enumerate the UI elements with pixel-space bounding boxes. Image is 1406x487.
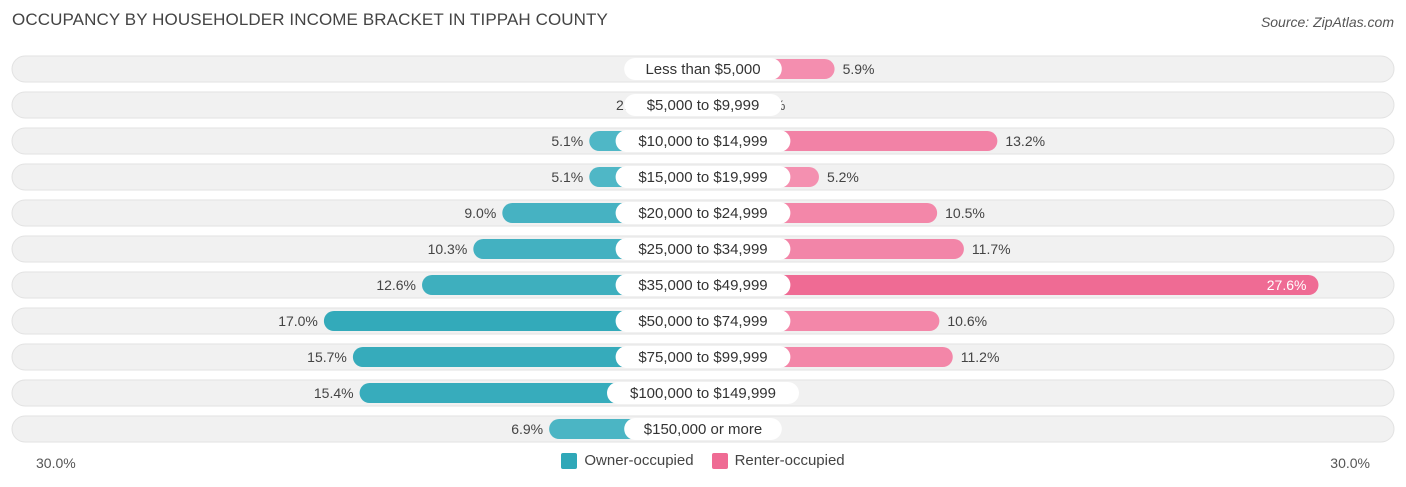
owner-value-label: 5.1% <box>551 169 583 185</box>
category-label-pill <box>615 202 791 224</box>
category-label-pill <box>615 310 791 332</box>
category-label: $50,000 to $74,999 <box>638 313 767 330</box>
category-label: $35,000 to $49,999 <box>638 277 767 294</box>
category-label: $150,000 or more <box>644 421 762 438</box>
owner-swatch <box>561 452 578 469</box>
chart-title: OCCUPANCY BY HOUSEHOLDER INCOME BRACKET … <box>12 10 608 29</box>
legend-item-renter: Renter-occupied <box>711 452 845 469</box>
legend-item-owner: Owner-occupied <box>561 452 694 469</box>
renter-value-label: 11.2% <box>961 349 1000 365</box>
category-label-pill <box>615 238 791 260</box>
renter-value-label: 27.6% <box>1267 277 1307 293</box>
legend: Owner-occupied Renter-occupied <box>0 452 1406 469</box>
owner-bar <box>352 347 703 367</box>
renter-value-label: 10.6% <box>947 313 987 329</box>
category-label-pill <box>615 130 791 152</box>
renter-value-label: 5.9% <box>843 61 875 77</box>
category-label: Less than $5,000 <box>645 61 760 78</box>
category-label: $10,000 to $14,999 <box>638 133 767 150</box>
category-label: $25,000 to $34,999 <box>638 241 767 258</box>
owner-value-label: 6.9% <box>511 421 543 437</box>
category-label-pill <box>615 274 791 296</box>
owner-value-label: 15.4% <box>314 385 354 401</box>
legend-renter-label: Renter-occupied <box>734 452 845 469</box>
category-label-pill <box>615 166 791 188</box>
category-label-pill <box>624 94 782 116</box>
owner-value-label: 15.7% <box>307 349 347 365</box>
category-label-pill <box>624 58 782 80</box>
renter-swatch <box>711 452 728 469</box>
owner-bar <box>323 311 703 331</box>
axis-left-label: 30.0% <box>36 455 76 471</box>
renter-value-label: 11.7% <box>972 241 1011 257</box>
renter-value-label: 10.5% <box>945 205 985 221</box>
category-label: $15,000 to $19,999 <box>638 169 767 186</box>
category-label: $5,000 to $9,999 <box>647 97 760 114</box>
category-label-pill <box>607 382 799 404</box>
owner-value-label: 10.3% <box>428 241 468 257</box>
owner-value-label: 12.6% <box>376 277 416 293</box>
owner-value-label: 5.1% <box>551 133 583 149</box>
category-label-pill <box>624 418 782 440</box>
category-label: $100,000 to $149,999 <box>630 385 776 402</box>
category-label-pill <box>615 346 791 368</box>
renter-value-label: 13.2% <box>1005 133 1045 149</box>
owner-value-label: 17.0% <box>278 313 318 329</box>
category-label: $20,000 to $24,999 <box>638 205 767 222</box>
source-label: Source: ZipAtlas.com <box>1260 14 1394 30</box>
axis-right-label: 30.0% <box>1330 455 1370 471</box>
renter-value-label: 5.2% <box>827 169 859 185</box>
category-label: $75,000 to $99,999 <box>638 349 767 366</box>
renter-bar <box>703 275 1319 295</box>
owner-value-label: 9.0% <box>464 205 496 221</box>
legend-owner-label: Owner-occupied <box>584 452 694 469</box>
